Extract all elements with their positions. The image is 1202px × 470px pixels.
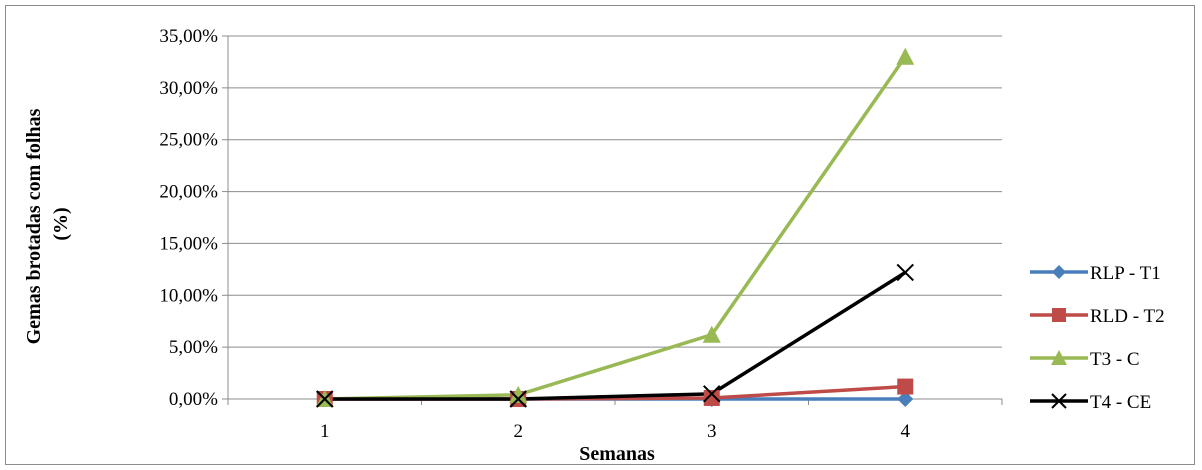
- legend-item: RLP - T1: [1030, 263, 1161, 284]
- triangle-marker: [896, 47, 915, 65]
- chart-frame: [5, 5, 1195, 465]
- x-tick-label: 4: [901, 421, 911, 442]
- legend-label: T3 - C: [1090, 349, 1140, 370]
- legend-item: T4 - CE: [1030, 392, 1151, 413]
- diamond-marker: [1052, 265, 1066, 279]
- legend-label: T4 - CE: [1090, 392, 1151, 413]
- x-tick-label: 2: [514, 421, 524, 442]
- y-tick-label: 15,00%: [159, 233, 218, 254]
- legend-label: RLP - T1: [1090, 263, 1161, 284]
- legend: RLP - T1 RLD - T2 T3 - C T4 - CE: [1030, 263, 1165, 413]
- square-marker: [1052, 308, 1066, 322]
- y-axis-title-line-1: Gemas brotadas com folhas: [23, 108, 45, 344]
- series-lines: [324, 55, 907, 401]
- x-marker: [316, 390, 334, 408]
- diamond-marker: [897, 391, 914, 407]
- x-axis-title: Semanas: [579, 443, 655, 465]
- x-marker: [703, 385, 721, 403]
- x-marker: [1051, 393, 1067, 409]
- triangle-marker: [702, 325, 721, 343]
- series-line-2: [324, 55, 907, 401]
- y-tick-label: 0,00%: [169, 389, 218, 410]
- y-tick-label: 20,00%: [159, 182, 218, 203]
- series-markers: [315, 47, 915, 408]
- gridlines: [222, 35, 1003, 405]
- y-tick-labels: 0,00% 5,00% 10,00% 15,00% 20,00% 25,00% 30,00%…: [159, 26, 218, 410]
- x-tick-labels: 1 2 3 4: [320, 421, 911, 442]
- series-line-3: [324, 270, 907, 401]
- x-tick-label: 1: [320, 421, 330, 442]
- x-marker: [509, 390, 527, 408]
- legend-item: RLD - T2: [1030, 306, 1165, 327]
- y-axis-title-line-2: (%): [50, 207, 72, 240]
- y-tick-label: 35,00%: [159, 26, 218, 47]
- triangle-marker: [509, 385, 528, 403]
- x-tick-label: 3: [707, 421, 717, 442]
- y-tick-label: 25,00%: [159, 130, 218, 151]
- triangle-marker: [1051, 350, 1067, 365]
- legend-label: RLD - T2: [1090, 306, 1165, 327]
- square-marker: [897, 378, 914, 395]
- square-marker: [703, 389, 720, 406]
- y-tick-label: 10,00%: [159, 285, 218, 306]
- x-marker: [896, 263, 914, 282]
- y-axis-title: Gemas brotadas com folhas (%): [23, 104, 72, 345]
- y-tick-label: 30,00%: [159, 78, 218, 99]
- y-tick-label: 5,00%: [169, 337, 218, 358]
- legend-item: T3 - C: [1030, 349, 1140, 370]
